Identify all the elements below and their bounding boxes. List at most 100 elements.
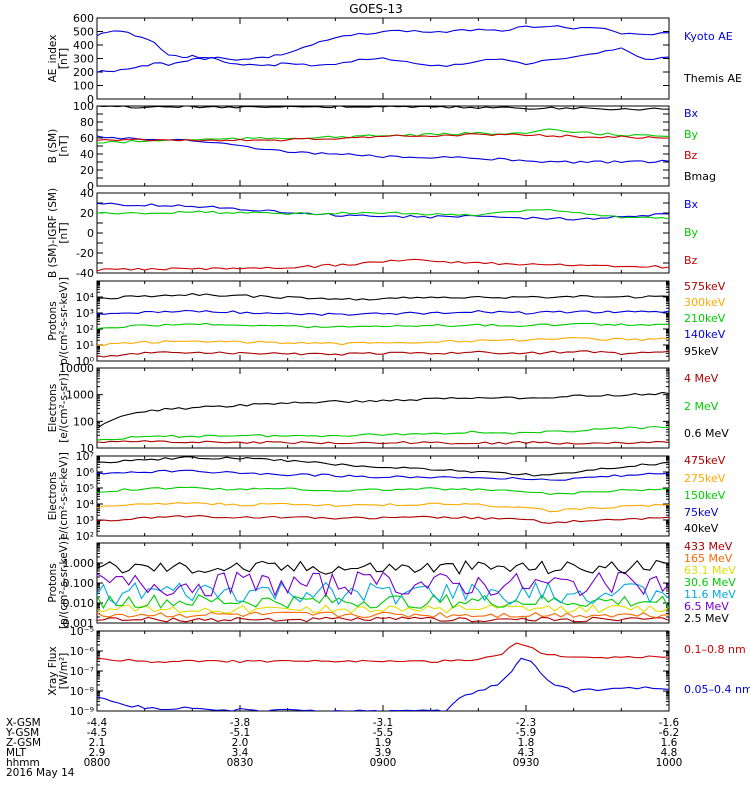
y-axis-label-line: Electrons [47, 384, 59, 433]
legend-label-bx: Bx [684, 107, 699, 120]
legend-label-63-1-mev: 63.1 MeV [684, 564, 736, 577]
y-tick-label: 100 [73, 100, 94, 113]
x-row-value: 2.0 [232, 737, 249, 749]
series-line-2-mev [97, 425, 669, 441]
series-line-bx [97, 135, 669, 164]
x-row-value: -1.6 [659, 717, 680, 729]
legend-label-bx: Bx [684, 198, 699, 211]
x-row-label: Z-GSM [6, 737, 41, 749]
series-line-575kev [97, 350, 669, 358]
series-line-11-6-mev [97, 581, 669, 606]
legend-label-by: By [684, 128, 699, 141]
y-tick-label: 0.100 [63, 577, 95, 590]
y-tick-label: 10² [76, 323, 94, 336]
series-line-40kev [97, 456, 669, 477]
y-tick-label: 1.000 [63, 557, 95, 570]
x-row-label: Y-GSM [5, 727, 39, 739]
series-line-themis-ae [97, 47, 669, 73]
legend-label-2-mev: 2 MeV [684, 400, 719, 413]
legend-label-bz: Bz [684, 254, 698, 267]
y-tick-label: 10² [76, 530, 94, 543]
y-tick-label: 10⁷ [76, 450, 94, 463]
y-tick-label: 0 [87, 93, 94, 106]
panel-bsm: 0 20 40 60 80 100 B (SM)[nT] Bx By Bz Bmag [47, 100, 716, 193]
series-line-95kev [97, 293, 669, 301]
legend-label-575kev: 575keV [684, 280, 726, 293]
series-line-475kev [97, 515, 669, 524]
x-row-value: -3.1 [373, 717, 394, 729]
y-tick-label: 60 [80, 132, 94, 145]
panel-frame [96, 630, 670, 712]
panel-electrons_mag_e: 10² 10³ 10⁴ 10⁵ 10⁶ 10⁷ Electronse/(cm²-s-sr-k… [47, 450, 726, 543]
y-tick-label: 10⁴ [76, 498, 95, 511]
legend-label-bmag: Bmag [684, 170, 716, 183]
y-axis-label: Electrons[e/(cm²-s-sr)] [47, 373, 70, 442]
legend-label-11-6-mev: 11.6 MeV [684, 588, 736, 601]
y-tick-label: 10⁻⁹ [70, 705, 94, 718]
series-line-63-1-mev [97, 604, 669, 614]
x-row-value: 0900 [370, 757, 397, 769]
x-row-value: 0830 [227, 757, 254, 769]
panel-frame [96, 105, 670, 187]
y-tick-label: 20 [80, 164, 94, 177]
series-line-75kev [97, 469, 669, 481]
y-tick-label: 500 [73, 26, 94, 39]
y-tick-label: -40 [76, 267, 94, 280]
x-row-value: -5.9 [516, 727, 537, 739]
y-axis-label-line: Protons [47, 301, 59, 340]
legend-label-by: By [684, 226, 699, 239]
legend-label-95kev: 95keV [684, 345, 719, 358]
y-tick-label: 10⁰ [76, 355, 95, 368]
legend-label-bz: Bz [684, 149, 698, 162]
series-line-210kev [97, 322, 669, 330]
y-tick-label: 20 [80, 207, 94, 220]
y-tick-label: 0.001 [63, 617, 95, 630]
x-row-value: 4.8 [661, 747, 678, 759]
series-line-4-mev [97, 440, 669, 445]
y-axis-label: Protonsp/(cm²-s-sr-keV)] [47, 277, 70, 365]
legend-label-0-6-mev: 0.6 MeV [684, 427, 729, 440]
series-line-2-5-mev [97, 559, 669, 575]
series-line-140kev [97, 309, 669, 316]
x-row-value: -3.8 [230, 717, 251, 729]
y-axis-label-line: [nT] [58, 222, 70, 243]
legend-label-30-6-mev: 30.6 MeV [684, 576, 736, 589]
y-axis-label: Xray Flux[W/m²] [47, 646, 70, 695]
legend-label-475kev: 475keV [684, 454, 726, 467]
series-line-165-mev [97, 611, 669, 619]
x-axis-table: X-GSM -4.4 -3.8 -3.1 -2.3 -1.6 Y-GSM -4.5 -5.1 -5… [5, 717, 682, 779]
y-tick-label: 400 [73, 39, 94, 52]
y-axis-label-line: B (SM) [47, 129, 59, 163]
panel-bigrf: -40 -20 0 20 40 B (SM)-IGRF (SM)[nT] Bx By Bz [47, 187, 699, 280]
y-tick-label: 10⁻⁷ [70, 665, 94, 678]
x-row-value: -4.5 [87, 727, 108, 739]
legend-label-2-5-mev: 2.5 MeV [684, 612, 729, 625]
series-line-by [97, 208, 669, 220]
x-row-value: -5.5 [373, 727, 394, 739]
x-row-label: hhmm [6, 757, 40, 769]
x-row-value: 3.9 [375, 747, 392, 759]
legend-label-0-05-0-4-nm: 0.05–0.4 nm [684, 683, 750, 696]
x-row-value: 1.9 [375, 737, 392, 749]
legend-label-6-5-mev: 6.5 MeV [684, 600, 729, 613]
y-axis-label: Electronse/(cm²-s-sr-keV)] [47, 452, 70, 540]
x-row-value: -4.4 [87, 717, 108, 729]
series-line-bz [97, 133, 669, 142]
series-line-bx [97, 202, 669, 221]
y-tick-label: 10⁻⁶ [70, 645, 95, 658]
y-tick-label: 200 [73, 66, 94, 79]
y-axis-label-line: [e/(cm²-s-sr)] [58, 373, 70, 442]
y-tick-label: 10⁻⁵ [70, 625, 94, 638]
y-axis-label-line: [p/(cm²-s-sr-keV)] [58, 537, 70, 629]
y-axis-label-line: Protons [47, 563, 59, 602]
x-row-value: -6.2 [659, 727, 680, 739]
panel-protons_mag: 10⁰ 10¹ 10² 10³ 10⁴ Protonsp/(cm²-s-sr-keV)] 5… [47, 277, 726, 368]
panel-frame [96, 280, 670, 362]
x-row-value: 1.6 [661, 737, 678, 749]
y-tick-label: 40 [80, 187, 94, 200]
legend-label-275kev: 275keV [684, 472, 726, 485]
y-tick-label: 40 [80, 148, 94, 161]
